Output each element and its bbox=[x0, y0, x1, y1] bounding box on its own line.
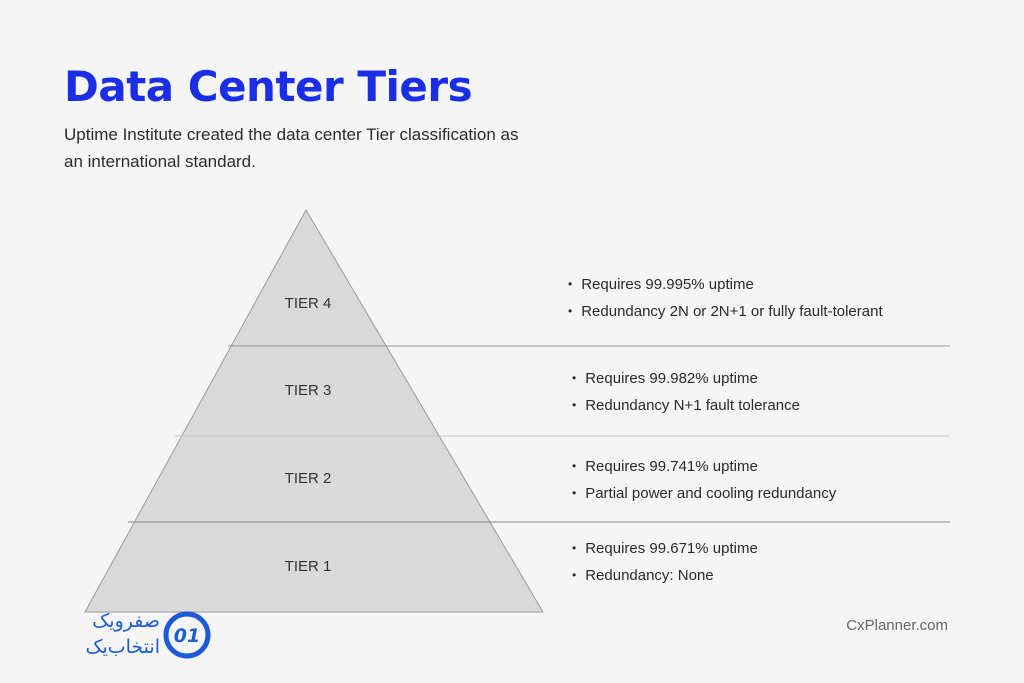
tier-1-label: TIER 1 bbox=[284, 558, 332, 575]
tier-3-uptime: Requires 99.982% uptime bbox=[572, 365, 800, 392]
tier-3-details: Requires 99.982% uptime Redundancy N+1 f… bbox=[572, 365, 800, 419]
tier-1-redundancy: Redundancy: None bbox=[572, 562, 758, 589]
brand-mark-icon: 01 bbox=[163, 611, 211, 659]
brand-mark-text: 01 bbox=[174, 625, 200, 647]
brand-name-line1: صفرویک bbox=[92, 610, 160, 632]
tier-1-details: Requires 99.671% uptime Redundancy: None bbox=[572, 535, 758, 589]
brand-logo: صفرویک انتخاب‌یک 01 bbox=[24, 606, 214, 668]
tier-2-uptime: Requires 99.741% uptime bbox=[572, 453, 836, 480]
tier-2-label: TIER 2 bbox=[284, 470, 332, 487]
tier-4-label: TIER 4 bbox=[284, 295, 332, 312]
tier-4-redundancy: Redundancy 2N or 2N+1 or fully fault-tol… bbox=[568, 298, 882, 325]
brand-name-line2: انتخاب‌یک bbox=[85, 636, 160, 658]
tier-3-label: TIER 3 bbox=[284, 382, 332, 399]
pyramid-shape bbox=[84, 208, 544, 613]
brand-name: صفرویک انتخاب‌یک bbox=[85, 608, 160, 660]
tier-3-redundancy: Redundancy N+1 fault tolerance bbox=[572, 392, 800, 419]
tier-4-uptime: Requires 99.995% uptime bbox=[568, 271, 883, 298]
tier-2-redundancy: Partial power and cooling redundancy bbox=[572, 480, 836, 507]
tier-2-details: Requires 99.741% uptime Partial power an… bbox=[572, 453, 836, 507]
page-title: Data Center Tiers bbox=[64, 62, 473, 111]
site-credit: CxPlanner.com bbox=[846, 617, 948, 634]
page-subtitle: Uptime Institute created the data center… bbox=[64, 125, 519, 171]
tier-4-details: Requires 99.995% uptime Redundancy 2N or… bbox=[568, 271, 883, 325]
tier-1-uptime: Requires 99.671% uptime bbox=[572, 535, 758, 562]
